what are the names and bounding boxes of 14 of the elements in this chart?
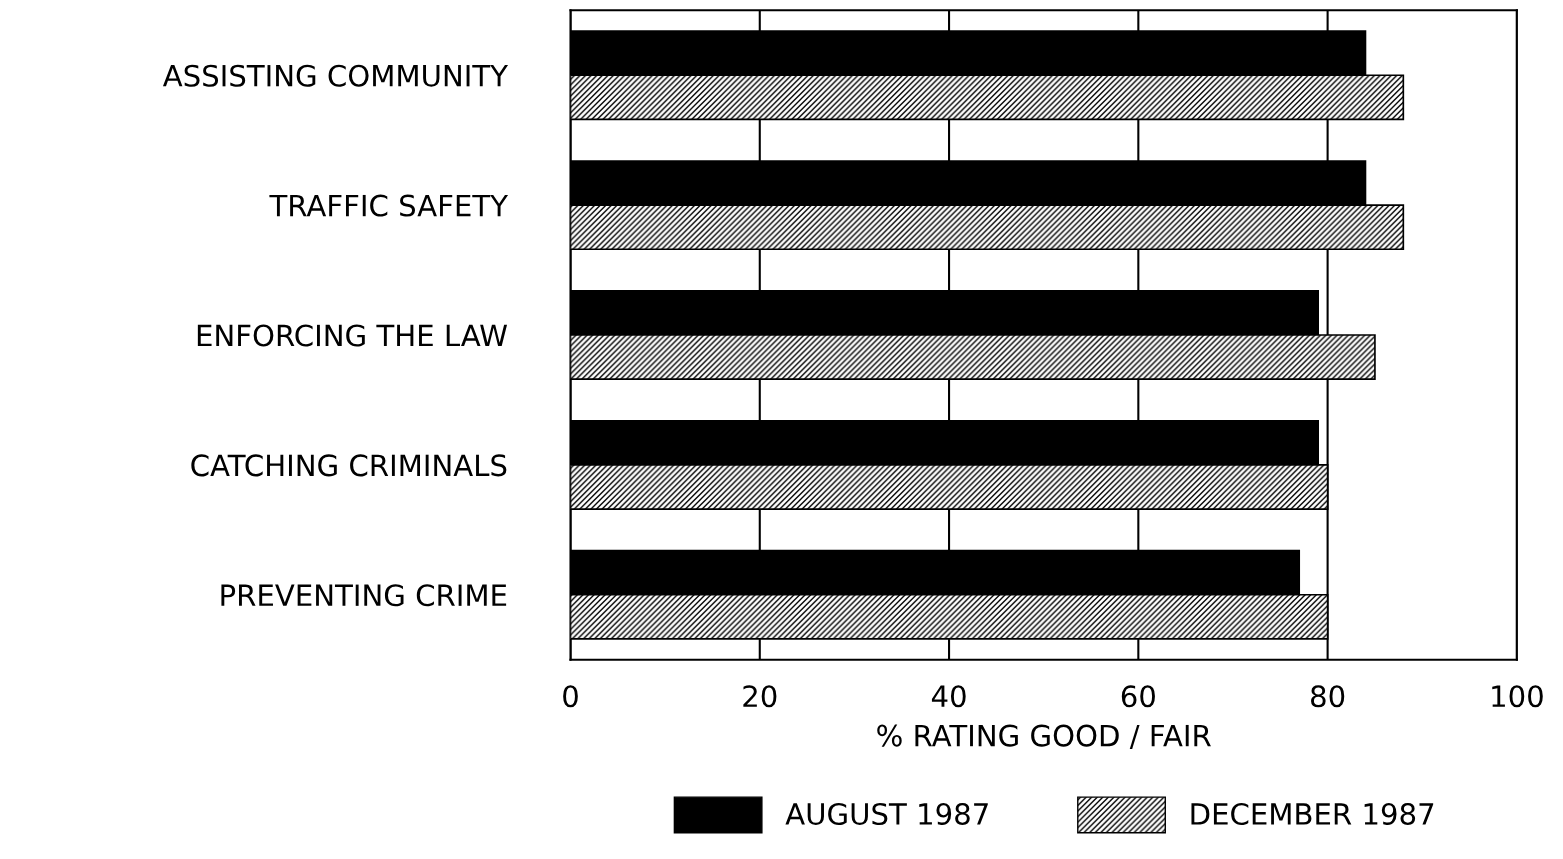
y-tick-label: ENFORCING THE LAW [197, 324, 508, 347]
x-axis-title: % RATING GOOD / FAIR [877, 724, 1211, 749]
y-tick-label: ASSISTING COMMUNITY [162, 64, 509, 87]
y-tick-label: PREVENTING CRIME [221, 584, 507, 607]
y-tick-label: CATCHING CRIMINALS [191, 454, 507, 477]
y-tick-label: TRAFFIC SAFETY [269, 194, 509, 217]
x-tick-label: 60 [1121, 685, 1155, 708]
x-tick-label: 80 [1311, 685, 1345, 708]
legend-label: DECEMBER 1987 [1191, 802, 1434, 825]
x-tick-label: 100 [1492, 685, 1543, 708]
x-tick-label: 20 [743, 685, 777, 708]
legend-label: AUGUST 1987 [785, 802, 988, 825]
x-tick-label: 40 [931, 685, 966, 708]
x-tick-label: 0 [563, 685, 578, 708]
